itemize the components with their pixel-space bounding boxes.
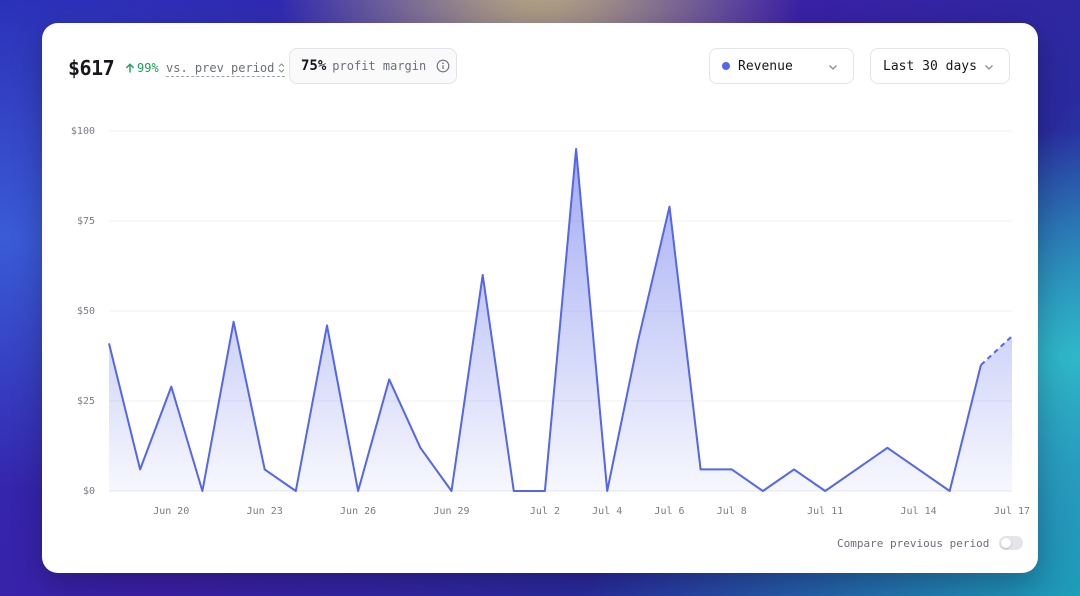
data-point[interactable] bbox=[542, 489, 547, 494]
x-tick-label: Jun 20 bbox=[153, 506, 189, 517]
data-point[interactable] bbox=[107, 341, 112, 346]
y-tick-label: $75 bbox=[77, 216, 95, 227]
data-point[interactable] bbox=[916, 467, 921, 472]
data-point[interactable] bbox=[138, 467, 143, 472]
prev-period-selector[interactable]: vs. prev period bbox=[166, 61, 286, 77]
x-tick-label: Jul 14 bbox=[901, 506, 937, 517]
change-indicator: 99% bbox=[125, 61, 159, 75]
data-point[interactable] bbox=[262, 467, 267, 472]
data-point[interactable] bbox=[1010, 334, 1015, 339]
data-point[interactable] bbox=[418, 445, 423, 450]
series-dropdown[interactable]: Revenue bbox=[709, 48, 854, 84]
x-tick-label: Jul 11 bbox=[807, 506, 843, 517]
data-point[interactable] bbox=[293, 489, 298, 494]
data-point[interactable] bbox=[823, 489, 828, 494]
y-tick-label: $25 bbox=[77, 396, 95, 407]
info-icon[interactable] bbox=[436, 59, 450, 73]
compare-toggle[interactable] bbox=[999, 536, 1024, 550]
compare-toggle-row: Compare previous period bbox=[837, 536, 1024, 550]
data-point[interactable] bbox=[356, 489, 361, 494]
margin-label: profit margin bbox=[332, 59, 427, 73]
margin-value: 75% bbox=[301, 58, 327, 74]
x-tick-label: Jun 23 bbox=[247, 506, 283, 517]
data-point[interactable] bbox=[729, 467, 734, 472]
toggle-knob bbox=[1001, 538, 1012, 548]
data-point[interactable] bbox=[200, 489, 205, 494]
x-tick-label: Jun 26 bbox=[340, 506, 376, 517]
chevron-down-icon bbox=[829, 65, 837, 70]
data-point[interactable] bbox=[387, 377, 392, 382]
data-point[interactable] bbox=[480, 273, 485, 278]
updown-chevron-icon bbox=[279, 63, 285, 73]
range-dropdown[interactable]: Last 30 days bbox=[870, 48, 1010, 84]
series-line-projected bbox=[980, 335, 1013, 366]
chart-card: $617 99% vs. prev period 75% profit marg… bbox=[42, 23, 1038, 573]
data-point[interactable] bbox=[449, 489, 454, 494]
range-dropdown-value: Last 30 days bbox=[883, 58, 977, 74]
data-point[interactable] bbox=[605, 489, 610, 494]
x-tick-label: Jul 4 bbox=[592, 506, 622, 517]
change-pct: 99% bbox=[137, 61, 159, 75]
data-point[interactable] bbox=[169, 384, 174, 389]
x-tick-label: Jul 2 bbox=[530, 506, 560, 517]
data-point[interactable] bbox=[854, 467, 859, 472]
data-point[interactable] bbox=[885, 445, 890, 450]
revenue-area-chart: $0 $25 $50 $75 $100 Jun 20 Jun 23 Jun 26 Jun 29… bbox=[71, 126, 1030, 517]
data-point[interactable] bbox=[511, 489, 516, 494]
x-tick-label: Jun 29 bbox=[433, 506, 469, 517]
data-point[interactable] bbox=[231, 319, 236, 324]
x-tick-label: Jul 8 bbox=[717, 506, 747, 517]
metric-value: $617 bbox=[68, 56, 115, 80]
arrow-up-icon bbox=[126, 63, 134, 73]
data-point[interactable] bbox=[667, 204, 672, 209]
y-tick-label: $100 bbox=[71, 126, 95, 137]
series-line bbox=[108, 148, 982, 492]
profit-margin-badge: 75% profit margin bbox=[289, 48, 457, 84]
compare-label: Compare previous period bbox=[837, 536, 990, 550]
data-point[interactable] bbox=[698, 467, 703, 472]
data-point[interactable] bbox=[792, 467, 797, 472]
data-point[interactable] bbox=[324, 323, 329, 328]
x-tick-label: Jul 17 bbox=[994, 506, 1030, 517]
x-tick-label: Jul 6 bbox=[654, 506, 684, 517]
series-dropdown-value: Revenue bbox=[738, 58, 793, 74]
data-point[interactable] bbox=[636, 337, 641, 342]
data-point[interactable] bbox=[978, 363, 983, 368]
y-tick-label: $0 bbox=[83, 486, 95, 497]
series-color-dot bbox=[722, 62, 730, 70]
chevron-down-icon bbox=[985, 65, 993, 70]
prev-period-label: vs. prev period bbox=[166, 61, 275, 75]
data-point[interactable] bbox=[760, 489, 765, 494]
data-point[interactable] bbox=[574, 147, 579, 152]
data-point[interactable] bbox=[947, 489, 952, 494]
y-tick-label: $50 bbox=[77, 306, 95, 317]
